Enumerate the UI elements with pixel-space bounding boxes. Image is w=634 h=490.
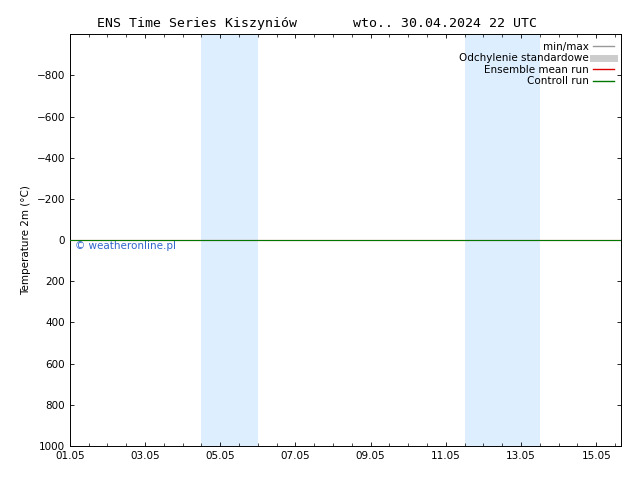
Legend: min/max, Odchylenie standardowe, Ensemble mean run, Controll run: min/max, Odchylenie standardowe, Ensembl… (457, 40, 616, 88)
Text: © weatheronline.pl: © weatheronline.pl (75, 241, 176, 251)
Text: ENS Time Series Kiszyniów       wto.. 30.04.2024 22 UTC: ENS Time Series Kiszyniów wto.. 30.04.20… (97, 17, 537, 30)
Y-axis label: Temperature 2m (°C): Temperature 2m (°C) (21, 185, 31, 295)
Bar (465, 34, 540, 446)
Bar (202, 34, 258, 446)
